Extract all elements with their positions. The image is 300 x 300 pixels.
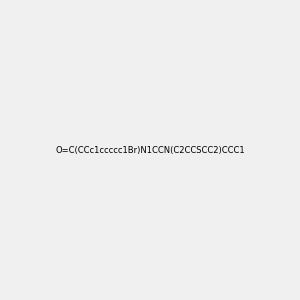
Text: O=C(CCc1ccccc1Br)N1CCN(C2CCSCC2)CCC1: O=C(CCc1ccccc1Br)N1CCN(C2CCSCC2)CCC1 xyxy=(55,146,245,154)
